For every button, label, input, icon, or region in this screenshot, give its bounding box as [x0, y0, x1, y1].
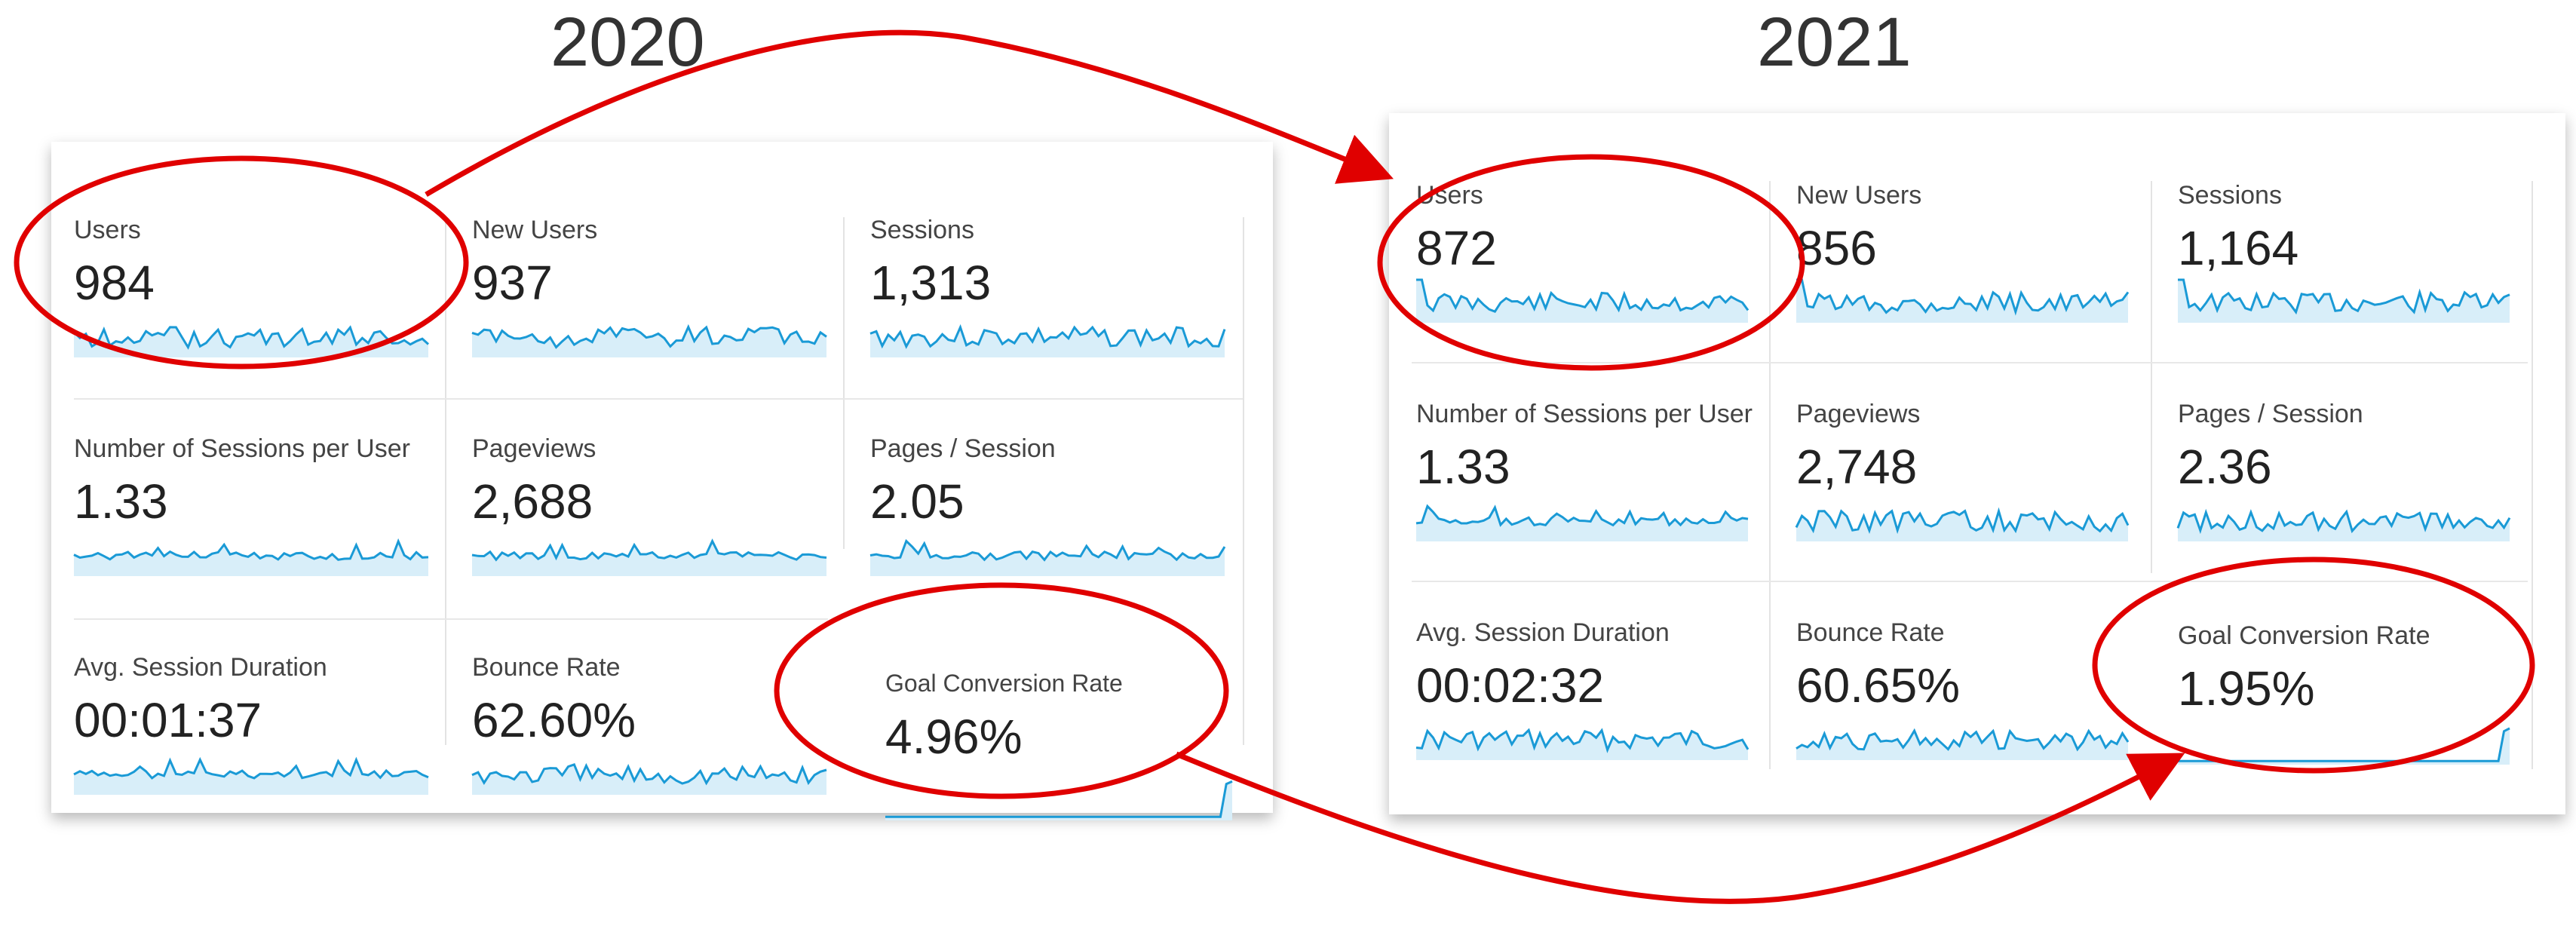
- metric-label: Users: [74, 216, 141, 244]
- sparkline-line: [1415, 504, 1749, 527]
- sparkline-chart: [2178, 278, 2510, 323]
- metric-label: Sessions: [870, 216, 974, 244]
- metrics-panel-2020: Users 984 New Users 937 Sessions 1,313 N…: [51, 142, 1273, 820]
- metric-label: Pageviews: [472, 434, 596, 463]
- year-label-2021: 2021: [1757, 4, 1912, 81]
- sparkline-chart: [73, 756, 429, 795]
- sparkline-chart: [1415, 728, 1750, 760]
- metric-value: 2.05: [870, 474, 964, 529]
- sparkline-chart: [1796, 278, 2130, 323]
- metric-value: 4.96%: [885, 710, 1023, 764]
- sparkline-chart: [73, 538, 429, 576]
- sparkline-line: [869, 538, 1226, 562]
- metric-label: Pages / Session: [870, 434, 1056, 463]
- metric-label: Goal Conversion Rate: [2178, 621, 2430, 650]
- metric-value: 1,313: [870, 256, 992, 310]
- sparkline-line: [869, 323, 1226, 349]
- metric-label: New Users: [472, 216, 598, 244]
- sparkline-chart: [885, 780, 1233, 820]
- metric-value: 856: [1796, 221, 1877, 275]
- sparkline-area: [1416, 280, 1748, 323]
- metric-value: 984: [74, 256, 155, 310]
- sparkline-area: [74, 541, 428, 576]
- sparkline-chart: [2176, 508, 2511, 541]
- metric-value: 1.95%: [2178, 661, 2315, 716]
- sparkline-chart: [869, 538, 1226, 576]
- metric-value: 2,748: [1796, 440, 1918, 494]
- metrics-panel-2021: Users 872 New Users 856 Sessions 1,164 N…: [1389, 113, 2565, 814]
- metric-value: 1.33: [74, 474, 168, 529]
- sparkline-line: [1415, 728, 1750, 753]
- sparkline-line: [2176, 508, 2511, 535]
- sparkline-chart: [471, 762, 827, 795]
- metric-value: 872: [1416, 221, 1497, 275]
- sparkline-line: [73, 756, 429, 780]
- year-label-2020: 2020: [550, 4, 705, 81]
- sparkline-chart: [1415, 504, 1749, 541]
- metric-label: Avg. Session Duration: [74, 653, 327, 682]
- sparkline-area: [2178, 728, 2510, 765]
- metric-value: 2.36: [2178, 440, 2272, 494]
- sparkline-area: [472, 541, 826, 576]
- sparkline-line: [73, 538, 429, 561]
- metric-label: Number of Sessions per User: [1416, 400, 1753, 428]
- metric-value: 937: [472, 256, 553, 310]
- sparkline-area: [870, 541, 1225, 576]
- metric-value: 2,688: [472, 474, 593, 529]
- sparkline-chart: [1416, 278, 1750, 323]
- sparkline-chart: [2178, 727, 2510, 765]
- sparkline-area: [472, 327, 826, 357]
- sparkline-area: [885, 781, 1232, 820]
- metric-label: Bounce Rate: [472, 653, 621, 682]
- sparkline-area: [2178, 511, 2510, 541]
- sparkline-chart: [1795, 507, 2130, 541]
- sparkline-line: [1795, 507, 2130, 535]
- sparkline-chart: [471, 323, 827, 357]
- sparkline-area: [1416, 506, 1748, 541]
- metric-label: Pages / Session: [2178, 400, 2363, 428]
- sparkline-line: [471, 762, 827, 786]
- sparkline-chart: [471, 538, 827, 576]
- sparkline-area: [1796, 511, 2128, 541]
- sparkline-line: [1796, 278, 2130, 316]
- metric-value: 00:01:37: [74, 693, 262, 747]
- metric-value: 60.65%: [1796, 658, 1961, 713]
- sparkline-line: [1796, 728, 2130, 752]
- metric-value: 1.33: [1416, 440, 1510, 494]
- metric-value: 62.60%: [472, 693, 636, 747]
- metric-label: Pageviews: [1796, 400, 1921, 428]
- sparkline-line: [471, 538, 827, 562]
- metric-value: 1,164: [2178, 221, 2299, 275]
- sparkline-line: [2178, 727, 2510, 762]
- metric-label: Number of Sessions per User: [74, 434, 410, 463]
- sparkline-line: [471, 323, 827, 349]
- sparkline-chart: [869, 323, 1226, 357]
- sparkline-chart: [1796, 728, 2130, 760]
- sparkline-line: [2178, 278, 2510, 315]
- metric-label: Goal Conversion Rate: [885, 670, 1123, 697]
- metric-label: Avg. Session Duration: [1416, 618, 1670, 647]
- metric-value: 00:02:32: [1416, 658, 1605, 713]
- metric-label: Bounce Rate: [1796, 618, 1945, 647]
- sparkline-chart: [72, 325, 430, 357]
- metric-label: New Users: [1796, 181, 1922, 210]
- sparkline-area: [2178, 280, 2510, 323]
- metric-label: Sessions: [2178, 181, 2282, 210]
- metric-label: Users: [1416, 181, 1483, 210]
- sparkline-line: [885, 780, 1233, 818]
